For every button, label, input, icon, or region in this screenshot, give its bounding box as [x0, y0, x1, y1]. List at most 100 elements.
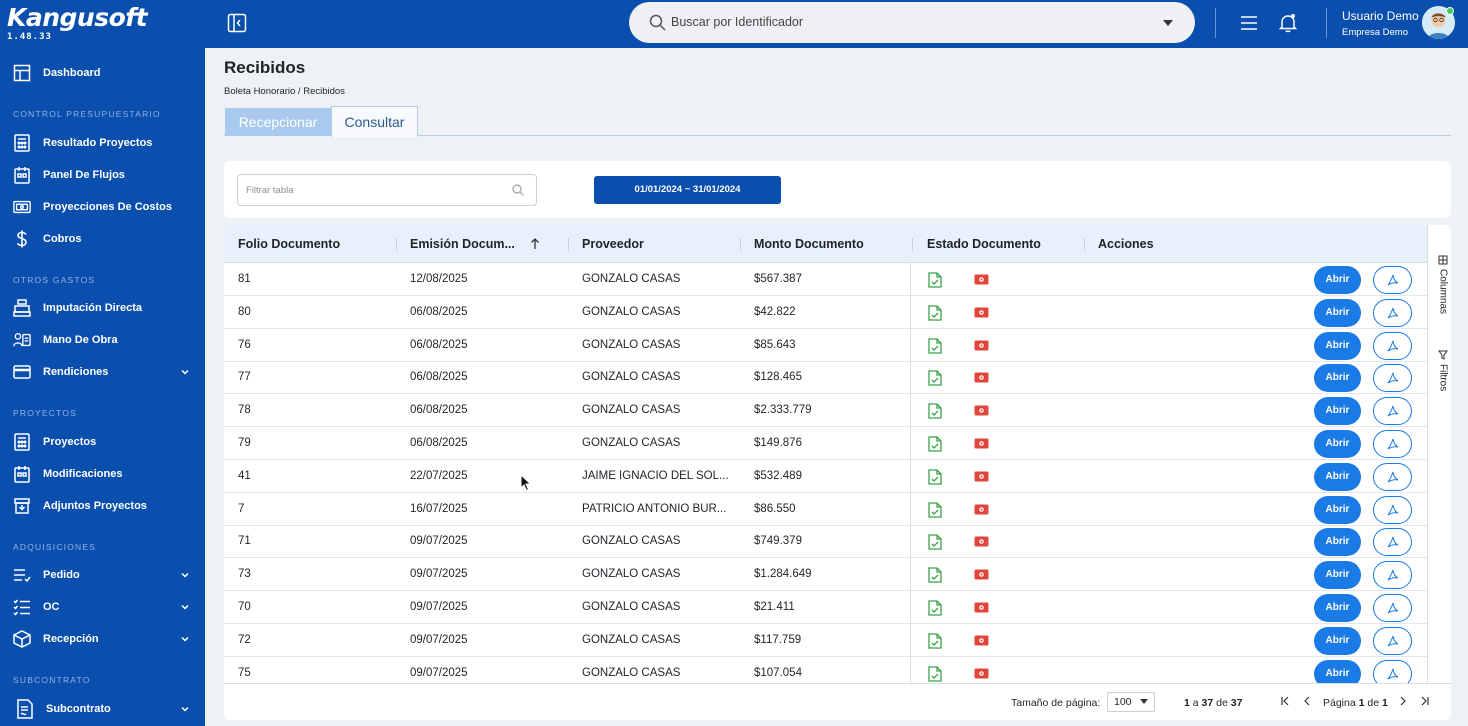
column-separator[interactable]: [1084, 238, 1085, 251]
document-error-icon[interactable]: [974, 372, 989, 383]
open-button[interactable]: Abrir: [1314, 561, 1361, 590]
sidebar-item-pedido[interactable]: Pedido: [0, 559, 205, 591]
open-button[interactable]: Abrir: [1314, 331, 1361, 360]
search-bar[interactable]: Buscar por Identificador: [629, 2, 1195, 43]
column-header-estado[interactable]: Estado Documento: [927, 237, 1041, 251]
pdf-button[interactable]: [1373, 397, 1412, 426]
tab-recepcionar[interactable]: Recepcionar: [225, 108, 331, 136]
user-name[interactable]: Usuario Demo: [1342, 9, 1419, 23]
open-button[interactable]: Abrir: [1314, 659, 1361, 683]
column-separator[interactable]: [396, 238, 397, 251]
sidebar-item-recepcion[interactable]: Recepción: [0, 623, 205, 655]
open-button[interactable]: Abrir: [1314, 626, 1361, 655]
pdf-button[interactable]: [1373, 594, 1412, 622]
document-error-icon[interactable]: [974, 569, 989, 580]
document-error-icon[interactable]: [974, 536, 989, 547]
filter-table-input[interactable]: Filtrar tabla: [237, 174, 537, 206]
document-approved-icon[interactable]: [928, 534, 942, 551]
column-separator[interactable]: [568, 238, 569, 251]
column-header-acciones[interactable]: Acciones: [1098, 237, 1154, 251]
pdf-button[interactable]: [1373, 364, 1412, 393]
column-separator[interactable]: [740, 238, 741, 251]
columns-panel-toggle[interactable]: Columnas: [1428, 255, 1451, 314]
table-row[interactable]: 72 09/07/2025 GONZALO CASAS $117.759 Abrir: [224, 624, 1427, 657]
sidebar-item-subcontrato[interactable]: Subcontrato: [0, 693, 205, 725]
document-error-icon[interactable]: [974, 307, 989, 318]
open-button[interactable]: Abrir: [1314, 430, 1361, 458]
hamburger-menu-icon[interactable]: [1240, 14, 1258, 32]
table-row[interactable]: 79 06/08/2025 GONZALO CASAS $149.876 Abrir: [224, 427, 1427, 460]
sidebar-item-oc[interactable]: OC: [0, 591, 205, 623]
pdf-button[interactable]: [1373, 430, 1412, 458]
document-approved-icon[interactable]: [928, 600, 942, 616]
open-button[interactable]: Abrir: [1314, 397, 1361, 426]
document-error-icon[interactable]: [974, 602, 989, 613]
column-separator[interactable]: [912, 238, 913, 251]
document-approved-icon[interactable]: [928, 469, 942, 485]
sidebar-item-modificaciones[interactable]: Modificaciones: [0, 458, 205, 490]
document-approved-icon[interactable]: [928, 501, 942, 518]
document-error-icon[interactable]: [974, 274, 989, 285]
document-approved-icon[interactable]: [928, 370, 942, 387]
date-range-button[interactable]: 01/01/2024 ~ 31/01/2024: [594, 176, 781, 204]
document-error-icon[interactable]: [974, 405, 989, 416]
document-approved-icon[interactable]: [928, 305, 942, 321]
filters-panel-toggle[interactable]: Filtros: [1428, 350, 1451, 391]
open-button[interactable]: Abrir: [1314, 528, 1361, 557]
next-page-icon[interactable]: [1397, 695, 1409, 707]
table-row[interactable]: 75 09/07/2025 GONZALO CASAS $107.054 Abrir: [224, 657, 1427, 683]
document-error-icon[interactable]: [974, 504, 989, 515]
first-page-icon[interactable]: [1279, 695, 1291, 707]
table-row[interactable]: 71 09/07/2025 GONZALO CASAS $749.379 Abrir: [224, 525, 1427, 559]
table-row[interactable]: 41 22/07/2025 JAIME IGNACIO DEL SOL... $532…: [224, 460, 1427, 493]
sidebar-item-dashboard[interactable]: Dashboard: [0, 57, 205, 89]
pdf-button[interactable]: [1373, 659, 1412, 683]
sidebar-toggle-icon[interactable]: [227, 13, 247, 33]
document-approved-icon[interactable]: [928, 436, 942, 452]
last-page-icon[interactable]: [1419, 695, 1431, 707]
sidebar-item-cobros[interactable]: Cobros: [0, 223, 205, 255]
open-button[interactable]: Abrir: [1314, 298, 1361, 327]
table-row[interactable]: 70 09/07/2025 GONZALO CASAS $21.411 Abrir: [224, 591, 1427, 624]
pdf-button[interactable]: [1373, 298, 1412, 327]
caret-down-icon[interactable]: [1163, 20, 1173, 26]
table-row[interactable]: 76 06/08/2025 GONZALO CASAS $85.643 Abrir: [224, 329, 1427, 362]
document-approved-icon[interactable]: [928, 665, 942, 682]
open-button[interactable]: Abrir: [1314, 594, 1361, 622]
column-header-monto[interactable]: Monto Documento: [754, 237, 864, 251]
sidebar-item-proyectos[interactable]: Proyectos: [0, 426, 205, 458]
document-error-icon[interactable]: [974, 340, 989, 351]
document-error-icon[interactable]: [974, 471, 989, 482]
table-row[interactable]: 78 06/08/2025 GONZALO CASAS $2.333.779 Abrir: [224, 394, 1427, 428]
page-size-select[interactable]: 100: [1107, 692, 1155, 712]
table-row[interactable]: 80 06/08/2025 GONZALO CASAS $42.822 Abrir: [224, 296, 1427, 329]
document-error-icon[interactable]: [974, 668, 989, 679]
column-header-proveedor[interactable]: Proveedor: [582, 237, 644, 251]
open-button[interactable]: Abrir: [1314, 462, 1361, 491]
column-header-emision[interactable]: Emisión Docum...: [410, 237, 515, 251]
table-row[interactable]: 73 09/07/2025 GONZALO CASAS $1.284.649 Abrir: [224, 558, 1427, 592]
bell-icon[interactable]: [1279, 13, 1297, 33]
table-row[interactable]: 81 12/08/2025 GONZALO CASAS $567.387 Abrir: [224, 263, 1427, 296]
sidebar-item-mano-obra[interactable]: Mano De Obra: [0, 324, 205, 356]
sidebar-item-adjuntos-proyectos[interactable]: Adjuntos Proyectos: [0, 490, 205, 522]
table-row[interactable]: 7 16/07/2025 PATRICIO ANTONIO BUR... $86.55…: [224, 493, 1427, 526]
sidebar-item-rendiciones[interactable]: Rendiciones: [0, 356, 205, 388]
pdf-button[interactable]: [1373, 266, 1412, 294]
sidebar-item-imputacion-directa[interactable]: Imputación Directa: [0, 292, 205, 324]
column-header-folio[interactable]: Folio Documento: [238, 237, 341, 251]
pdf-button[interactable]: [1373, 331, 1412, 360]
pdf-button[interactable]: [1373, 626, 1412, 655]
open-button[interactable]: Abrir: [1314, 266, 1361, 294]
table-row[interactable]: 77 06/08/2025 GONZALO CASAS $128.465 Abrir: [224, 361, 1427, 395]
sort-ascending-icon[interactable]: [530, 238, 540, 250]
pdf-button[interactable]: [1373, 495, 1412, 524]
document-error-icon[interactable]: [974, 438, 989, 449]
open-button[interactable]: Abrir: [1314, 364, 1361, 393]
brand[interactable]: Kangusoft 1.48.33: [0, 0, 205, 48]
pdf-button[interactable]: [1373, 462, 1412, 491]
sidebar-item-proyecciones-costos[interactable]: Proyecciones De Costos: [0, 191, 205, 223]
document-approved-icon[interactable]: [928, 337, 942, 354]
document-approved-icon[interactable]: [928, 403, 942, 419]
pdf-button[interactable]: [1373, 561, 1412, 590]
